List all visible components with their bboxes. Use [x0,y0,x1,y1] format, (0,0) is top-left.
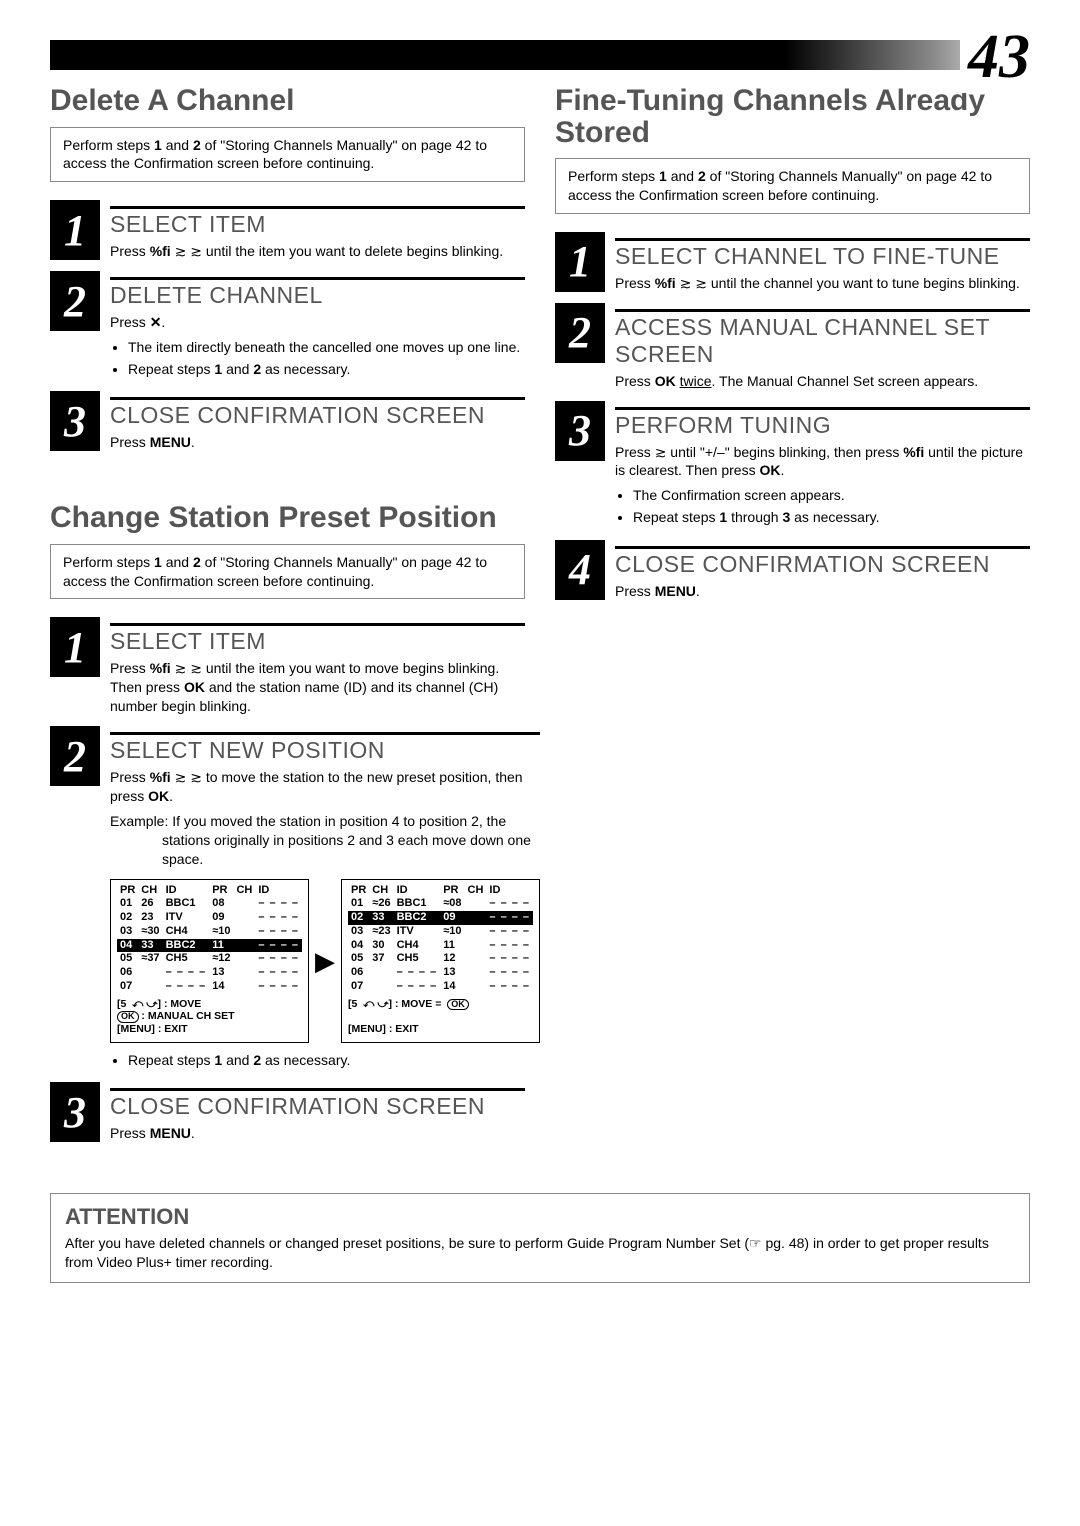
bullet: Repeat steps 1 and 2 as necessary. [128,360,525,380]
step: 4 CLOSE CONFIRMATION SCREEN Press MENU. [555,540,1030,601]
intro-text: Perform steps 1 and 2 of "Storing Channe… [63,554,487,589]
bullet: Repeat steps 1 through 3 as necessary. [633,508,1030,528]
step-title: CLOSE CONFIRMATION SCREEN [110,1093,525,1120]
step-bullets: Repeat steps 1 and 2 as necessary. [110,1051,540,1071]
header-bar: 43 [50,40,1030,70]
step-title: ACCESS MANUAL CHANNEL SET SCREEN [615,314,1030,368]
step-text: Press MENU. [110,1124,525,1143]
step-title: CLOSE CONFIRMATION SCREEN [615,551,1030,578]
step-text: Press %fi ≳ ≳ until the item you want to… [110,242,525,261]
intro-box: Perform steps 1 and 2 of "Storing Channe… [50,127,525,183]
channel-table-after: PRCHIDPRCHID 01≈26BBC1≈08– – – – 0233BBC… [341,879,540,1043]
step-rule [110,206,525,209]
step-title: SELECT CHANNEL TO FINE-TUNE [615,243,1030,270]
step-text: Press %fi ≳ ≳ until the item you want to… [110,659,525,716]
intro-box: Perform steps 1 and 2 of "Storing Channe… [50,544,525,600]
step: 2 SELECT NEW POSITION Press %fi ≳ ≳ to m… [50,726,525,1072]
step-text: Press %fi ≳ ≳ to move the station to the… [110,768,540,806]
step-number: 2 [50,726,100,786]
step-title: SELECT NEW POSITION [110,737,540,764]
step-rule [110,1088,525,1091]
example-text: Example: If you moved the station in pos… [110,812,540,869]
section-title-change: Change Station Preset Position [50,502,525,534]
step-number: 3 [555,401,605,461]
step: 3 PERFORM TUNING Press ≳ until "+/–" beg… [555,401,1030,530]
bullet: Repeat steps 1 and 2 as necessary. [128,1051,540,1071]
arrow-icon: ▶ [315,948,335,974]
step-rule [110,397,525,400]
step-rule [110,732,540,735]
step-rule [615,407,1030,410]
step-number: 2 [555,303,605,363]
step-number: 1 [50,617,100,677]
step-bullets: The Confirmation screen appears. Repeat … [615,486,1030,527]
step-text: Press MENU. [110,433,525,452]
page-number: 43 [960,22,1030,93]
step-rule [615,238,1030,241]
bullet: The item directly beneath the cancelled … [128,338,525,358]
attention-text: After you have deleted channels or chang… [65,1234,1015,1272]
step-text: Press OK twice. The Manual Channel Set s… [615,372,1030,391]
step: 1 SELECT ITEM Press %fi ≳ ≳ until the it… [50,617,525,716]
step-title: SELECT ITEM [110,211,525,238]
right-column: Fine-Tuning Channels Already Stored Perf… [555,85,1030,1153]
diagram: PRCHIDPRCHID 0126BBC108– – – – 0223ITV09… [110,879,540,1043]
section-title-delete: Delete A Channel [50,85,525,117]
step-rule [615,309,1030,312]
step-rule [110,623,525,626]
table-footer: [5 ⤺ ⤻] : MOVE = OK [MENU] : EXIT [348,998,533,1036]
step-text: Press ✕. [110,313,525,332]
step-bullets: The item directly beneath the cancelled … [110,338,525,379]
step-number: 1 [50,200,100,260]
step-number: 4 [555,540,605,600]
step-number: 3 [50,1082,100,1142]
intro-text: Perform steps 1 and 2 of "Storing Channe… [63,137,487,172]
step-text: Press MENU. [615,582,1030,601]
step-title: PERFORM TUNING [615,412,1030,439]
step: 1 SELECT ITEM Press %fi ≳ ≳ until the it… [50,200,525,261]
attention-box: ATTENTION After you have deleted channel… [50,1193,1030,1283]
table-footer: [5 ⤺ ⤻] : MOVE OK : MANUAL CH SET [MENU]… [117,998,302,1036]
intro-text: Perform steps 1 and 2 of "Storing Channe… [568,168,992,203]
section-title-finetune: Fine-Tuning Channels Already Stored [555,85,1030,148]
step-number: 3 [50,391,100,451]
step: 1 SELECT CHANNEL TO FINE-TUNE Press %fi … [555,232,1030,293]
step-text: Press %fi ≳ ≳ until the channel you want… [615,274,1030,293]
step-title: SELECT ITEM [110,628,525,655]
step-number: 2 [50,271,100,331]
step-title: DELETE CHANNEL [110,282,525,309]
columns: Delete A Channel Perform steps 1 and 2 o… [50,85,1030,1153]
left-column: Delete A Channel Perform steps 1 and 2 o… [50,85,525,1153]
step-number: 1 [555,232,605,292]
step-rule [615,546,1030,549]
step: 2 ACCESS MANUAL CHANNEL SET SCREEN Press… [555,303,1030,391]
step-text: Press ≳ until "+/–" begins blinking, the… [615,443,1030,481]
step: 2 DELETE CHANNEL Press ✕. The item direc… [50,271,525,381]
step-title: CLOSE CONFIRMATION SCREEN [110,402,525,429]
step: 3 CLOSE CONFIRMATION SCREEN Press MENU. [50,391,525,452]
attention-title: ATTENTION [65,1204,1015,1230]
step-rule [110,277,525,280]
bullet: The Confirmation screen appears. [633,486,1030,506]
intro-box: Perform steps 1 and 2 of "Storing Channe… [555,158,1030,214]
channel-table-before: PRCHIDPRCHID 0126BBC108– – – – 0223ITV09… [110,879,309,1043]
step: 3 CLOSE CONFIRMATION SCREEN Press MENU. [50,1082,525,1143]
